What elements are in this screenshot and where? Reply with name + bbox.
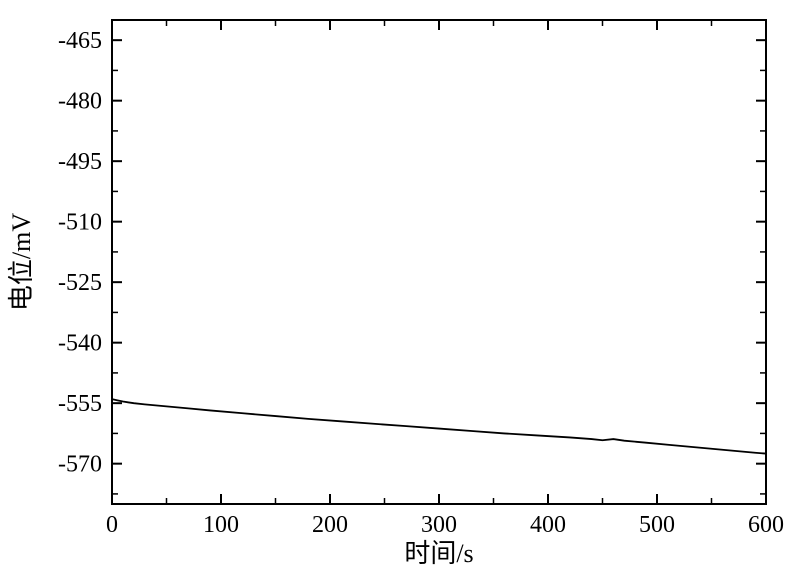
y-tick-label: -540 bbox=[58, 331, 102, 357]
y-tick-label: -525 bbox=[58, 270, 102, 296]
y-tick-label: -570 bbox=[58, 452, 102, 478]
x-axis-labels: 0 100 200 300 400 500 600 bbox=[106, 512, 784, 538]
y-tick-label: -480 bbox=[58, 89, 102, 115]
x-axis-title: 时间/s bbox=[404, 539, 473, 566]
x-tick-label: 100 bbox=[203, 512, 239, 538]
plot-border bbox=[112, 20, 766, 504]
x-tick-label: 300 bbox=[421, 512, 457, 538]
x-axis-ticks bbox=[112, 20, 766, 504]
y-tick-label: -495 bbox=[58, 149, 102, 175]
x-tick-label: 500 bbox=[639, 512, 675, 538]
y-axis-title: 电位/mV bbox=[7, 213, 36, 311]
y-tick-label: -465 bbox=[58, 28, 102, 54]
data-series-line bbox=[112, 399, 766, 453]
y-axis-ticks bbox=[112, 40, 766, 494]
x-tick-label: 400 bbox=[530, 512, 566, 538]
x-tick-label: 200 bbox=[312, 512, 348, 538]
line-chart: 0 100 200 300 400 500 600 时间/s -570 -555 -540 -52… bbox=[0, 0, 800, 566]
y-tick-label: -510 bbox=[58, 210, 102, 236]
x-tick-label: 600 bbox=[748, 512, 784, 538]
x-tick-label: 0 bbox=[106, 512, 118, 538]
chart-container: 0 100 200 300 400 500 600 时间/s -570 -555 -540 -52… bbox=[0, 0, 800, 566]
y-axis-labels: -570 -555 -540 -525 -510 -495 -480 -465 bbox=[58, 28, 102, 478]
y-tick-label: -555 bbox=[58, 391, 102, 417]
